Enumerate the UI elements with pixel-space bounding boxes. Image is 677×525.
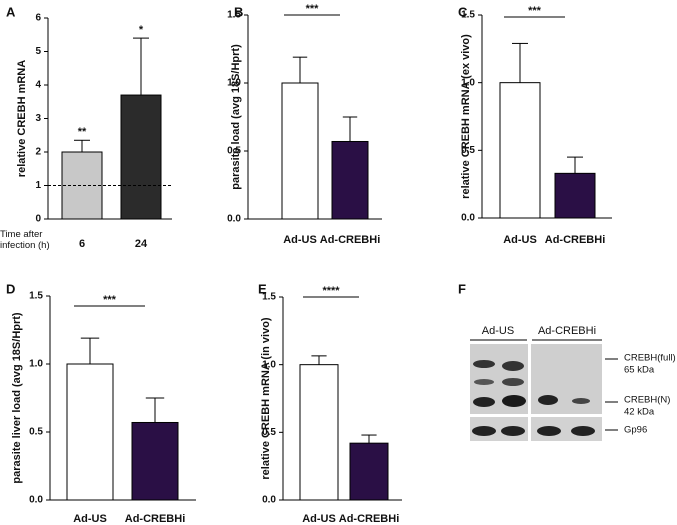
bar	[499, 82, 541, 219]
significance-label: ****	[322, 285, 340, 297]
lane-label: Ad-US	[482, 325, 514, 337]
y-tick-label: 0.0	[262, 495, 276, 506]
bar	[299, 364, 339, 501]
lane-label: Ad-CREBHi	[538, 325, 596, 337]
y-tick-label: 0.5	[461, 145, 475, 156]
band	[502, 378, 524, 386]
y-tick-label: 0.0	[227, 214, 241, 225]
panel-letter: D	[6, 281, 15, 296]
lane-divider	[528, 344, 531, 441]
bar	[349, 442, 389, 501]
bar	[120, 94, 162, 220]
bar	[554, 172, 596, 219]
y-tick-label: 1.0	[227, 78, 241, 89]
x-tick-label: Ad-CREBHi	[125, 513, 186, 525]
marker-size: 42 kDa	[624, 407, 655, 418]
significance-label: ***	[528, 5, 542, 17]
band	[571, 426, 595, 436]
x-tick-label: Ad-US	[503, 234, 537, 246]
panel-letter: F	[458, 281, 466, 296]
x-tick-label: Ad-CREBHi	[320, 234, 381, 246]
y-tick-label: 1.5	[227, 10, 241, 21]
y-axis-title: relative CREBH mRNA	[16, 60, 28, 177]
marker-size: 65 kDa	[624, 365, 655, 376]
panel-letter: A	[6, 4, 16, 19]
band	[472, 426, 496, 436]
x-tick-label: Ad-US	[302, 513, 336, 525]
y-tick-label: 0	[35, 214, 41, 225]
bar	[331, 140, 369, 220]
bar	[66, 363, 114, 501]
y-tick-label: 1.5	[461, 10, 475, 21]
band	[538, 395, 558, 405]
bar	[281, 82, 319, 220]
y-tick-label: 1.0	[262, 359, 276, 370]
significance-label: **	[78, 126, 87, 138]
x-tick-label: 6	[79, 238, 85, 250]
band	[474, 379, 494, 385]
y-tick-label: 5	[35, 46, 41, 57]
y-tick-label: 1.0	[29, 359, 43, 370]
y-axis-title: relative CREBH mRNA (in vivo)	[260, 317, 272, 480]
significance-label: ***	[306, 3, 320, 15]
y-tick-label: 6	[35, 13, 41, 24]
y-tick-label: 1.0	[461, 77, 475, 88]
western-blot: F Ad-US Ad-CREBHi CREBH(full) 65 kDa CRE…	[458, 281, 676, 441]
panel-letter: E	[258, 281, 267, 296]
y-tick-label: 0.5	[227, 146, 241, 157]
x-tick-label: Ad-CREBHi	[545, 234, 606, 246]
band	[501, 426, 525, 436]
x-tick-label: 24	[135, 238, 148, 250]
band	[537, 426, 561, 436]
bar	[131, 421, 179, 501]
band	[473, 360, 495, 368]
significance-label: ***	[103, 294, 117, 306]
panel-letter: B	[234, 4, 243, 19]
x-tick-label: Ad-CREBHi	[339, 513, 400, 525]
y-tick-label: 3	[35, 113, 41, 124]
y-axis-title: parasite load (avg 18S/Hprt)	[230, 44, 242, 190]
band	[473, 397, 495, 407]
y-axis-title: relative CREBH mRNA (ex vivo)	[460, 34, 472, 199]
y-tick-label: 0.0	[29, 495, 43, 506]
y-tick-label: 1.5	[262, 292, 276, 303]
band	[502, 395, 526, 407]
panel-letter: C	[458, 4, 468, 19]
x-tick-label: Ad-US	[283, 234, 317, 246]
marker-name: CREBH(N)	[624, 395, 670, 406]
marker-name: CREBH(full)	[624, 353, 676, 364]
y-tick-label: 2	[35, 147, 41, 158]
band	[572, 398, 590, 404]
x-tick-label: Ad-US	[73, 513, 107, 525]
band	[502, 361, 524, 371]
y-tick-label: 1.5	[29, 291, 43, 302]
y-axis-title: parasite liver load (avg 18S/Hprt)	[11, 312, 23, 484]
y-tick-label: 0.5	[29, 427, 43, 438]
y-tick-label: 4	[35, 80, 41, 91]
marker-name: Gp96	[624, 425, 647, 436]
y-tick-label: 0.5	[262, 427, 276, 438]
y-tick-label: 1	[35, 180, 41, 191]
y-tick-label: 0.0	[461, 213, 475, 224]
x-axis-title: Time after infection (h)	[0, 229, 50, 251]
significance-label: *	[139, 24, 144, 36]
